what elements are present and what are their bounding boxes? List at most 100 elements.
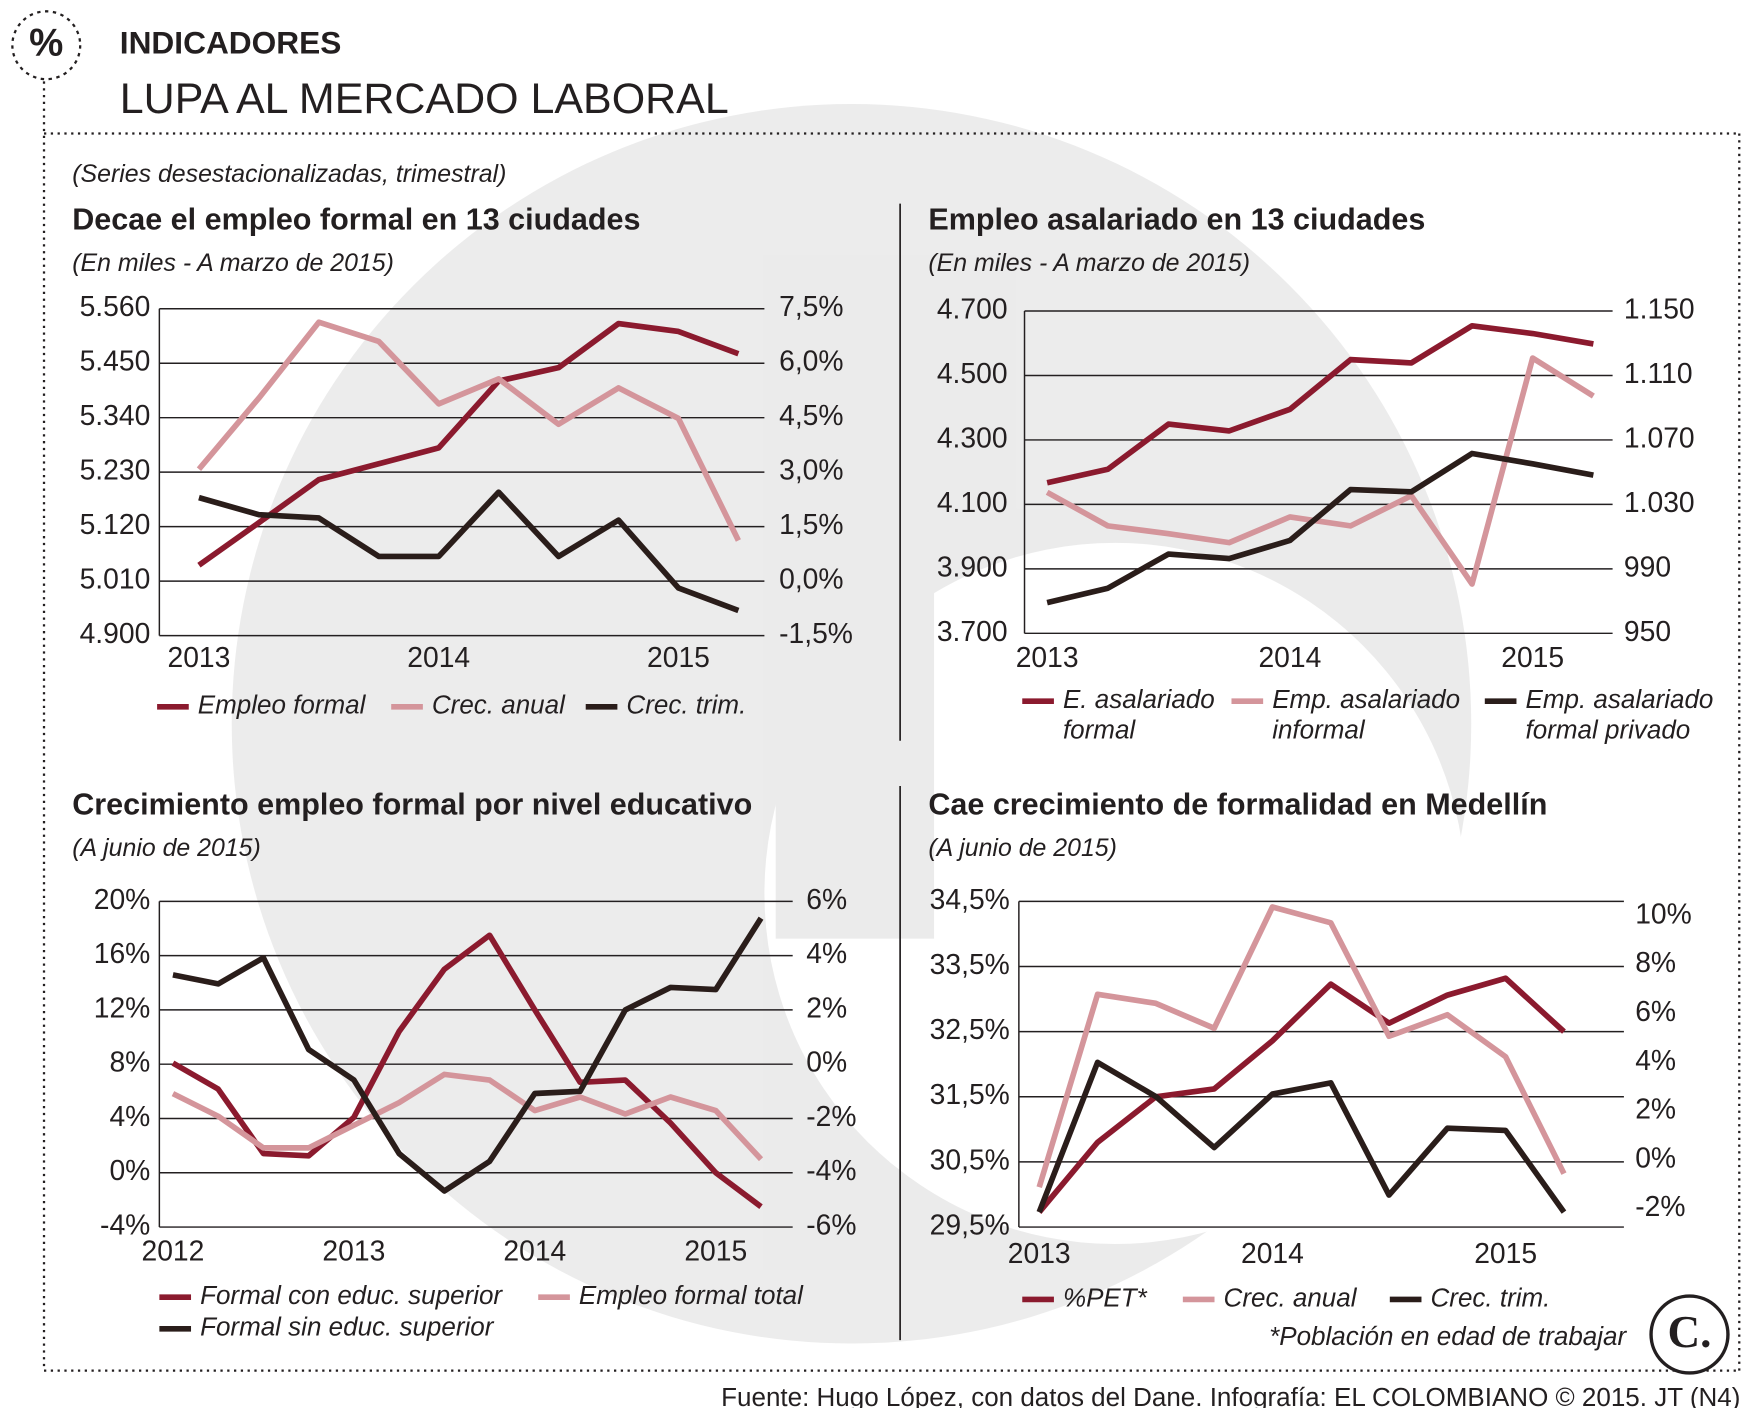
y-tick-label: 20% (94, 883, 151, 915)
series-line (1045, 355, 1595, 587)
y2-tick-label: -2% (1635, 1190, 1685, 1222)
chart-subtitle: (En miles - A marzo de 2015) (72, 249, 394, 277)
legend-label: Emp. asalariado formal privado (1526, 684, 1714, 745)
legend-label: Crec. trim. (1431, 1282, 1551, 1312)
series-line (1037, 975, 1566, 1214)
legend-label: Empleo formal (198, 690, 367, 720)
y-tick-label: 4% (109, 1100, 150, 1132)
y2-tick-label: 0,0% (779, 563, 843, 595)
x-tick-label: 2012 (141, 1235, 204, 1267)
y-tick-label: 0% (109, 1154, 150, 1186)
legend-label: Formal sin educ. superior (200, 1312, 495, 1342)
y-tick-label: 5.450 (80, 345, 151, 377)
x-tick-label: 2013 (1016, 641, 1079, 673)
y-tick-label: 5.230 (80, 454, 151, 486)
series-line (198, 489, 740, 614)
legend-label: Formal con educ. superior (200, 1280, 503, 1310)
y2-tick-label: 990 (1624, 550, 1671, 582)
y-tick-label: 8% (109, 1046, 150, 1078)
y2-tick-label: 7,5% (779, 290, 843, 322)
y2-tick-label: -4% (806, 1154, 856, 1186)
series-line (171, 1071, 764, 1162)
x-tick-label: 2014 (503, 1235, 566, 1267)
x-tick-label: 2015 (1474, 1237, 1537, 1269)
legend-label: Crec. anual (1224, 1282, 1358, 1312)
chart-subtitle: (En miles - A marzo de 2015) (928, 249, 1250, 277)
icon: % (29, 21, 63, 64)
x-tick-label: 2015 (647, 641, 710, 673)
series-line (196, 319, 741, 542)
y-tick-label: 4.500 (937, 357, 1008, 389)
y2-tick-label: 1.110 (1624, 357, 1693, 389)
x-tick-label: 2014 (1241, 1237, 1304, 1269)
y-tick-label: 5.560 (80, 290, 151, 322)
y-tick-label: 3.700 (937, 615, 1008, 647)
series-line (197, 320, 740, 568)
header-title: LUPA AL MERCADO LABORAL (120, 75, 729, 123)
y2-tick-label: 2% (806, 991, 847, 1023)
legend-label: E. asalariado formal (1063, 684, 1215, 745)
x-tick-label: 2013 (1008, 1237, 1071, 1269)
y2-tick-label: 1,5% (779, 508, 843, 540)
y2-tick-label: 950 (1624, 615, 1671, 647)
y2-tick-label: 1.150 (1624, 292, 1695, 324)
series-line (1036, 1059, 1567, 1214)
legend-label: Empleo formal total (579, 1280, 804, 1310)
chart-title: Empleo asalariado en 13 ciudades (928, 203, 1425, 237)
y-tick-label: 5.010 (80, 563, 151, 595)
y2-tick-label: 8% (1635, 946, 1676, 978)
source: Fuente: Hugo López, con datos del Dane. … (721, 1382, 1740, 1408)
y2-tick-label: 3,0% (779, 454, 843, 486)
y2-tick-label: 6% (806, 883, 847, 915)
legend-label: %PET* (1063, 1282, 1148, 1312)
footnote: *Población en edad de trabajar (1269, 1321, 1627, 1351)
chart-subtitle: (A junio de 2015) (928, 834, 1117, 862)
y-tick-label: 30,5% (930, 1143, 1010, 1175)
brand: C. (1668, 1307, 1712, 1357)
header-label: INDICADORES (120, 25, 342, 61)
y-tick-label: 3.900 (937, 550, 1008, 582)
y-tick-label: 29,5% (930, 1209, 1010, 1241)
y2-tick-label: 0% (1635, 1141, 1676, 1173)
y2-tick-label: 4% (806, 937, 847, 969)
x-tick-label: 2013 (322, 1235, 385, 1267)
series-line (1046, 450, 1594, 606)
series-line (1036, 904, 1567, 1189)
y2-tick-label: 6,0% (779, 345, 843, 377)
y-tick-label: 5.340 (80, 399, 151, 431)
y-tick-label: 34,5% (930, 883, 1010, 915)
y2-tick-label: 10% (1635, 897, 1692, 929)
x-tick-label: 2015 (1501, 641, 1564, 673)
icon-ring (11, 10, 82, 81)
x-tick-label: 2015 (684, 1235, 747, 1267)
y2-tick-label: 6% (1635, 995, 1676, 1027)
chart-title: Crecimiento empleo formal por nivel educ… (72, 787, 752, 821)
y2-tick-label: -2% (806, 1100, 856, 1132)
legend-label: Emp. asalariado informal (1272, 684, 1460, 745)
chart-title: Cae crecimiento de formalidad en Medellí… (928, 787, 1547, 821)
chart-subtitle: (A junio de 2015) (72, 834, 261, 862)
y-tick-label: 16% (94, 937, 151, 969)
y2-tick-label: 4,5% (779, 399, 843, 431)
y2-tick-label: 4% (1635, 1044, 1676, 1076)
y-tick-label: 4.700 (937, 292, 1008, 324)
y-tick-label: 5.120 (80, 508, 151, 540)
series-line (172, 916, 764, 1194)
y2-tick-label: 1.070 (1624, 421, 1695, 453)
series-line (1046, 322, 1594, 486)
y-tick-label: -4% (100, 1209, 150, 1241)
y2-tick-label: -6% (806, 1209, 856, 1241)
y-tick-label: 4.900 (80, 617, 151, 649)
x-tick-label: 2014 (407, 641, 470, 673)
legend-label: Crec. trim. (626, 690, 746, 720)
y-tick-label: 33,5% (930, 948, 1010, 980)
y2-tick-label: 0% (806, 1046, 847, 1078)
y2-tick-label: 2% (1635, 1093, 1676, 1125)
header-note: (Series desestacionalizadas, trimestral) (72, 160, 506, 188)
series-line (171, 932, 763, 1209)
y-tick-label: 4.300 (937, 421, 1008, 453)
y-tick-label: 12% (94, 991, 151, 1023)
x-tick-label: 2014 (1258, 641, 1321, 673)
y2-tick-label: 1.030 (1624, 486, 1695, 518)
chart-title: Decae el empleo formal en 13 ciudades (72, 203, 640, 237)
